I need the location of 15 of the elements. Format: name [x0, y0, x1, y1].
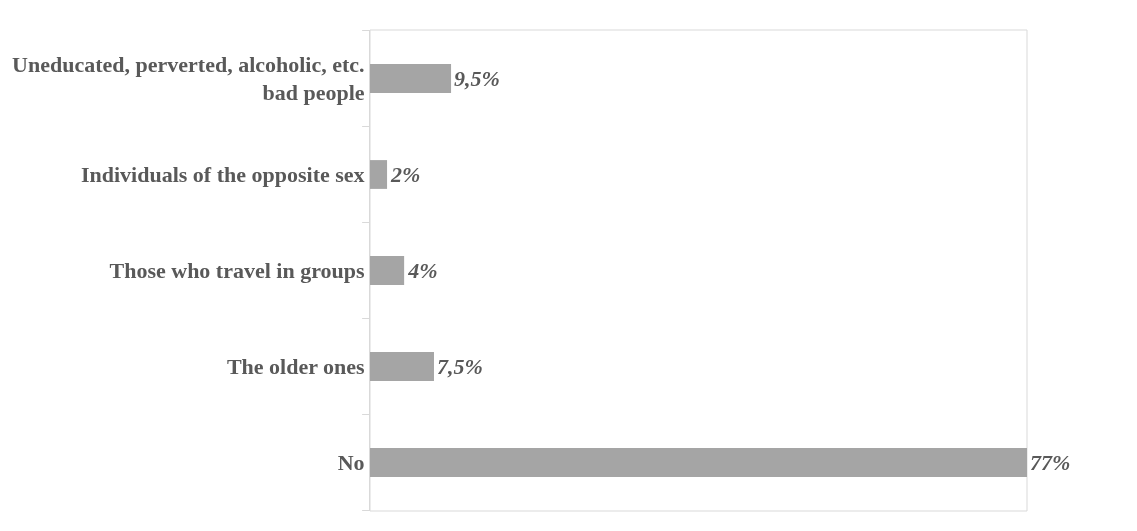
bar [370, 352, 434, 381]
data-label: 77% [1030, 450, 1071, 475]
y-tick-label: The older ones [226, 354, 366, 380]
data-label: 2% [390, 162, 421, 187]
y-tick-label: Uneducated, perverted, alcoholic, etc. bad people [12, 51, 365, 106]
y-tick-label: Individuals of the opposite sex [80, 162, 365, 188]
data-label: 4% [407, 258, 438, 283]
data-label: 9,5% [454, 66, 500, 91]
data-label: 7,5% [436, 354, 483, 379]
bar [370, 64, 452, 93]
y-tick-label: No [337, 450, 365, 476]
y-tick-label: Those who travel in groups [109, 258, 366, 284]
bar [370, 448, 1027, 477]
bar [370, 160, 388, 189]
bar [370, 256, 405, 285]
